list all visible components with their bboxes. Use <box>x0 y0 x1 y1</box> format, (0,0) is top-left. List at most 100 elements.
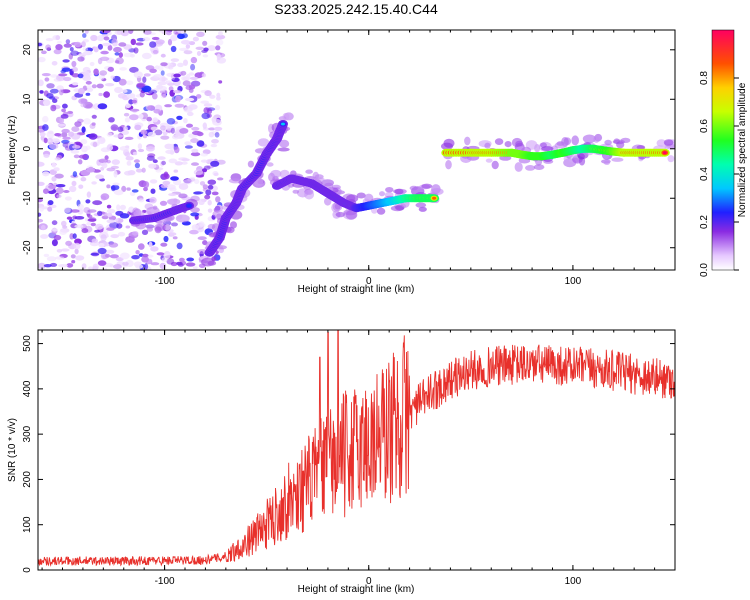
heatmap-speck <box>87 214 93 219</box>
heatmap-speck <box>164 224 171 231</box>
heatmap-speck <box>97 210 103 216</box>
heatmap-speck <box>126 187 131 191</box>
heatmap-speck <box>103 36 110 41</box>
heatmap-speck <box>138 113 144 119</box>
heatmap-halo <box>356 192 366 199</box>
heatmap-speck <box>185 262 196 267</box>
heatmap-speck <box>51 239 58 247</box>
heatmap-speck <box>45 38 54 42</box>
heatmap-speck <box>190 152 201 157</box>
heatmap-speck <box>116 30 122 35</box>
heatmap-speck <box>69 233 74 240</box>
heatmap-speck <box>46 83 55 89</box>
heatmap-halo <box>335 211 345 218</box>
heatmap-speck <box>191 162 199 166</box>
heatmap-speck <box>190 63 196 71</box>
heatmap-speck <box>202 122 207 129</box>
heatmap-speck <box>44 77 50 82</box>
heatmap-speck <box>100 30 111 34</box>
heatmap-speck <box>143 73 151 77</box>
heatmap-speck <box>95 223 104 230</box>
heatmap-speck <box>184 145 193 149</box>
heatmap-speck <box>77 73 84 79</box>
heatmap-speck <box>60 114 69 119</box>
heatmap-speck <box>199 181 206 186</box>
heatmap-speck <box>143 30 152 35</box>
heatmap-speck <box>70 149 80 154</box>
heatmap-speck <box>150 246 159 252</box>
heatmap-speck <box>100 252 108 260</box>
heatmap-speck <box>202 54 209 58</box>
colorbar-tick-label: 0.2 <box>699 215 710 229</box>
heatmap-speck <box>163 235 169 243</box>
heatmap-speck <box>108 242 119 248</box>
heatmap-speck <box>97 57 103 65</box>
heatmap-speck <box>54 133 61 137</box>
heatmap-speck <box>120 252 130 260</box>
heatmap-halo <box>324 182 334 188</box>
heatmap-speck <box>150 262 160 266</box>
heatmap-halo <box>409 185 418 191</box>
heatmap-speck <box>170 176 179 181</box>
heatmap-speck <box>169 187 177 192</box>
heatmap-speck <box>106 184 111 189</box>
heatmap-speck <box>71 67 79 72</box>
heatmap-speck <box>77 208 84 215</box>
heatmap-speck <box>213 126 223 131</box>
heatmap-speck <box>38 262 46 270</box>
heatmap-speck <box>111 185 116 192</box>
heatmap-speck <box>166 258 175 265</box>
heatmap-speck <box>106 219 115 224</box>
heatmap-speck <box>173 73 181 78</box>
heatmap-halo <box>175 214 190 223</box>
heatmap-speck <box>125 156 134 161</box>
heatmap-speck <box>193 191 204 195</box>
heatmap-halo <box>257 138 270 147</box>
heatmap-speck <box>98 158 109 163</box>
heatmap-speck <box>113 46 122 53</box>
heatmap-halo <box>324 197 332 206</box>
heatmap-halo <box>277 147 290 152</box>
heatmap-speck <box>72 145 81 149</box>
heatmap-speck <box>141 229 149 235</box>
heatmap-speck <box>141 52 152 60</box>
heatmap-speck <box>167 38 173 46</box>
heatmap-speck <box>157 156 166 160</box>
heatmap-speck <box>111 159 121 165</box>
heatmap-speck <box>97 247 107 255</box>
heatmap-halo <box>146 226 153 232</box>
heatmap-speck <box>159 200 168 206</box>
heatmap-speck <box>43 253 50 258</box>
heatmap-halo <box>282 112 290 121</box>
heatmap-speck <box>63 190 70 193</box>
heatmap-speck <box>87 218 97 222</box>
heatmap-speck <box>106 132 113 137</box>
heatmap-speck <box>211 191 219 196</box>
heatmap-speck <box>162 93 167 98</box>
heatmap-speck <box>38 198 43 203</box>
heatmap-halo <box>514 162 523 172</box>
heatmap-speck <box>202 184 209 190</box>
heatmap-speck <box>158 77 168 82</box>
heatmap-halo <box>421 183 433 189</box>
y-tick-label: 0 <box>22 146 33 152</box>
heatmap-speck <box>59 89 64 96</box>
ridge-core <box>281 122 285 126</box>
heatmap-speck <box>153 109 161 114</box>
heatmap-speck <box>152 159 158 164</box>
heatmap-speck <box>131 189 139 193</box>
heatmap-speck <box>97 103 108 110</box>
heatmap-speck <box>215 34 226 40</box>
heatmap-halo <box>603 160 611 165</box>
heatmap-speck <box>64 196 72 201</box>
heatmap-speck <box>125 103 132 109</box>
heatmap-speck <box>144 263 149 270</box>
spectrogram-frame <box>37 29 676 271</box>
heatmap-speck <box>197 222 204 228</box>
heatmap-halo <box>247 160 254 168</box>
heatmap-speck <box>97 43 103 50</box>
heatmap-speck <box>200 152 208 157</box>
heatmap-speck <box>160 135 170 140</box>
